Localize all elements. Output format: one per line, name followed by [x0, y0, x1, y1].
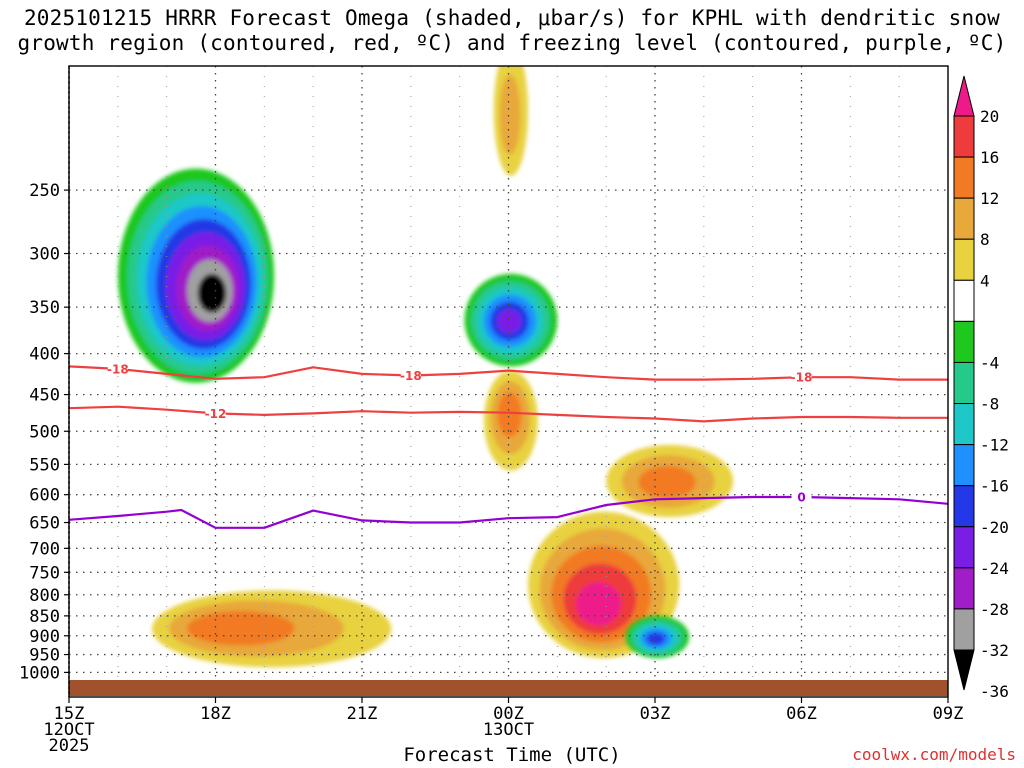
colorbar-segment-10: [953, 485, 975, 528]
omega-level-low-level-sinking-19z-12: [187, 611, 295, 646]
colorbar-arrow-top: [953, 75, 975, 117]
contour-label-0-15: 0: [797, 490, 805, 504]
y-tick-label-500: 500: [29, 422, 60, 442]
x-tick-label-06Z: 06Z: [786, 704, 817, 724]
colorbar-label-20: 20: [980, 107, 999, 126]
credit-text: coolwx.com/models: [852, 745, 1016, 764]
ground-strip: [69, 680, 948, 696]
colorbar-segment-1: [953, 115, 975, 158]
colorbar-segment-7: [953, 361, 975, 405]
omega-level-low-level-ascent-03z--20: [646, 632, 666, 646]
omega-level-upper-sinking-2330z-8: [499, 74, 521, 155]
temperature-contours: -18 -18 -18 -12 0: [68, 361, 949, 529]
colorbar-label--20: -20: [980, 518, 1009, 537]
omega-feature-mid-level-sinking-00z: [484, 370, 538, 471]
colorbar-label-12: 12: [980, 189, 999, 208]
x-tick-label-03Z: 03Z: [640, 704, 671, 724]
omega-feature-upper-ascent-00z: [464, 273, 558, 367]
axes: 2503003504004505005506006507007508008509…: [19, 65, 964, 756]
colorbar-label--32: -32: [980, 641, 1009, 660]
y-tick-label-300: 300: [29, 245, 60, 265]
colorbar-segment-5: [953, 279, 975, 322]
colorbar-label--36: -36: [980, 682, 1009, 701]
contour-label--18-1: -18: [107, 362, 129, 376]
contour-label--18-15: -18: [791, 371, 813, 385]
y-tick-label-900: 900: [29, 627, 60, 647]
y-tick-label-700: 700: [29, 539, 60, 559]
omega-level-mid-level-sinking-03z-12: [638, 465, 696, 499]
omega-feature-upper-ascent-18z: [117, 168, 275, 383]
contour-label-bg-0-15: [791, 489, 812, 504]
omega-feature-mid-level-sinking-03z: [606, 444, 734, 518]
x-tick-label-21Z: 21Z: [347, 704, 378, 724]
grid: [69, 66, 948, 681]
colorbar-label--24: -24: [980, 559, 1009, 578]
omega-level-mid-level-sinking-00z-12: [497, 392, 522, 438]
colorbar-label-4: 4: [980, 271, 990, 290]
colorbar-arrow-bottom: [953, 649, 975, 691]
chart-title: 2025101215 HRRR Forecast Omega (shaded, …: [0, 6, 1024, 56]
contour-label--12-3: -12: [205, 407, 227, 421]
omega-level-low-level-sinking-01z-20: [576, 582, 622, 626]
y-tick-label-550: 550: [29, 455, 60, 475]
omega-level-upper-ascent-18z--36: [197, 273, 227, 313]
y-tick-label-950: 950: [29, 646, 60, 666]
y-tick-label-450: 450: [29, 386, 60, 406]
colorbar-label-8: 8: [980, 230, 990, 249]
y-tick-label-750: 750: [29, 563, 60, 583]
contour-label-bg--18-1: [107, 361, 128, 376]
y-tick-label-350: 350: [29, 298, 60, 318]
colorbar-label--4: -4: [980, 353, 999, 372]
colorbar-label--12: -12: [980, 436, 1009, 455]
contour-line-0: [68, 495, 949, 529]
colorbar-segment-2: [953, 156, 975, 199]
y-tick-label-800: 800: [29, 586, 60, 606]
colorbar-segment-6: [953, 320, 975, 363]
omega-feature-low-level-ascent-03z: [625, 615, 690, 659]
x-tick-sublabel-15Z-0: 12OCT: [43, 720, 94, 740]
colorbar-segment-4: [953, 238, 975, 281]
contour-label-bg--18-7: [400, 368, 421, 383]
colorbar-label--28: -28: [980, 600, 1009, 619]
ground-layer: [69, 680, 948, 696]
x-tick-sublabel-00Z-0: 13OCT: [483, 720, 534, 740]
x-axis-label: Forecast Time (UTC): [403, 744, 621, 766]
x-tick-label-09Z: 09Z: [933, 704, 964, 724]
chart-title-line1: 2025101215 HRRR Forecast Omega (shaded, …: [23, 6, 1001, 30]
omega-feature-low-level-sinking-19z: [152, 590, 392, 668]
y-tick-label-650: 650: [29, 514, 60, 534]
colorbar-segment-8: [953, 403, 975, 446]
contour-label--18-7: -18: [400, 369, 422, 383]
y-tick-label-600: 600: [29, 486, 60, 506]
colorbar-label--8: -8: [980, 395, 999, 414]
y-tick-label-400: 400: [29, 345, 60, 365]
colorbar-segment-3: [953, 197, 975, 240]
chart-title-line2: growth region (contoured, red, ºC) and f…: [17, 31, 1007, 55]
colorbar: 20 16 12 8 4 -4 -8 -12 -16 -20 -24 -28 -32 -36: [953, 75, 1009, 701]
x-tick-sublabel-15Z-1: 2025: [49, 736, 90, 756]
y-tick-label-1000: 1000: [19, 663, 60, 683]
omega-feature-upper-sinking-2330z: [493, 66, 528, 176]
colorbar-label--16: -16: [980, 477, 1009, 496]
colorbar-segment-12: [953, 567, 975, 610]
omega-shading: [117, 66, 734, 668]
y-tick-label-850: 850: [29, 607, 60, 627]
y-tick-label-250: 250: [29, 181, 60, 201]
colorbar-segment-11: [953, 526, 975, 569]
colorbar-label-16: 16: [980, 148, 999, 167]
x-tick-label-18Z: 18Z: [200, 704, 231, 724]
x-tick-label-00Z: 00Z: [493, 704, 524, 724]
omega-level-upper-ascent-00z--24: [497, 309, 521, 334]
x-tick-label-15Z: 15Z: [54, 704, 85, 724]
colorbar-segment-13: [953, 608, 975, 651]
contour-label-bg--18-15: [791, 370, 812, 385]
colorbar-segment-9: [953, 444, 975, 487]
contour-label-bg--12-3: [205, 406, 226, 421]
